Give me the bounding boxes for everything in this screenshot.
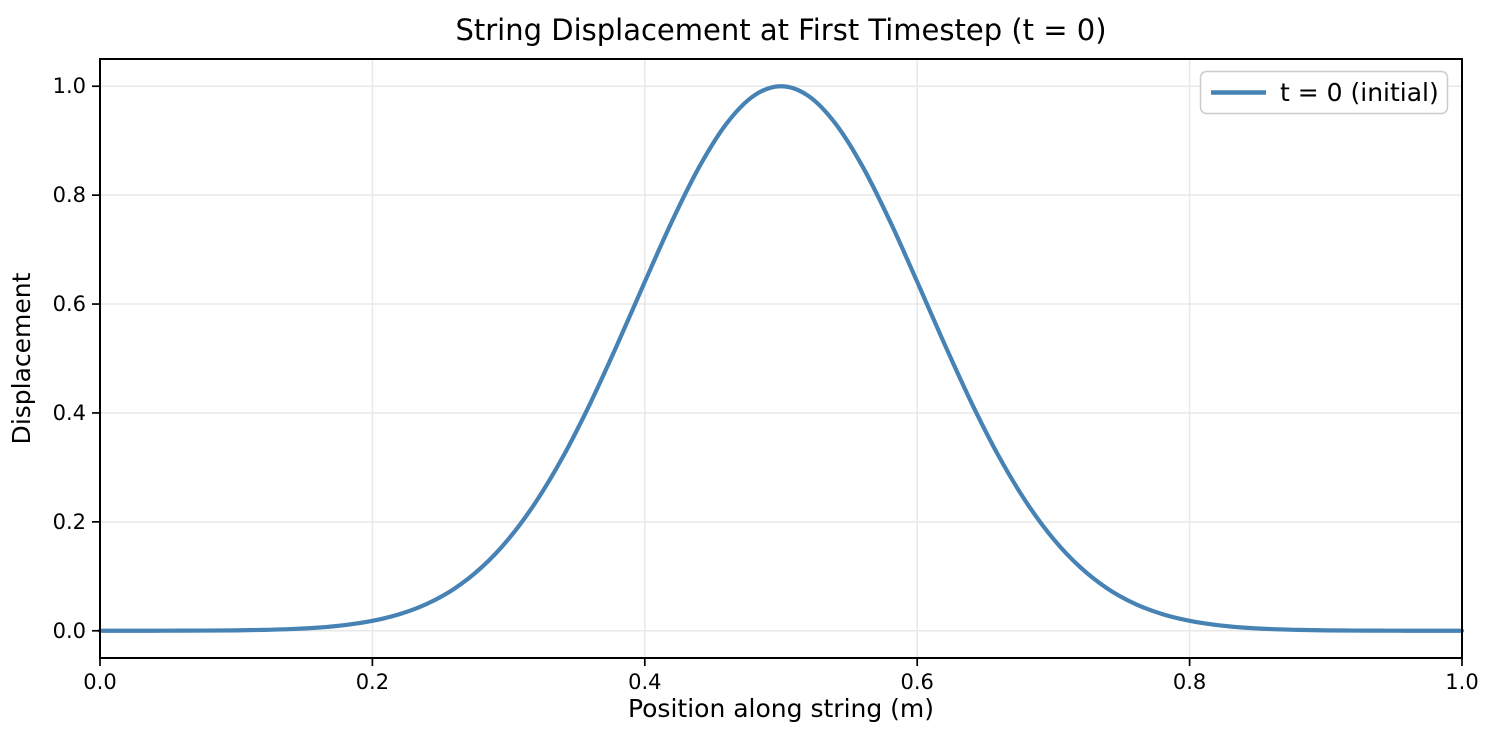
legend-box: [1199, 70, 1449, 115]
legend-label: t = 0 (initial): [1280, 78, 1439, 107]
y-tick-label: 0.8: [53, 183, 86, 207]
x-tick-label: 0.4: [628, 670, 661, 694]
y-tick-label: 0.2: [53, 510, 86, 534]
x-tick-label: 0.2: [356, 670, 389, 694]
y-tick-label: 0.0: [53, 619, 86, 643]
y-tick-label: 0.6: [53, 292, 86, 316]
grid-lines: [99, 59, 1463, 658]
x-tick-label: 0.0: [83, 670, 116, 694]
axis-ticks: 0.0 0.2 0.4 0.6 0.8 1.0 0.0 0.2 0.4 0.6 0.8 1.0: [53, 74, 1479, 694]
y-tick-label: 1.0: [53, 74, 86, 98]
curve-line: [97, 84, 1465, 633]
y-tick-label: 0.4: [53, 401, 86, 425]
x-axis-label: Position along string (m): [628, 694, 934, 723]
x-tick-label: 0.6: [900, 670, 933, 694]
legend: t = 0 (initial): [1199, 70, 1449, 115]
x-tick-label: 0.8: [1173, 670, 1206, 694]
y-axis-label: Displacement: [7, 272, 36, 444]
plot-frame: [99, 58, 1463, 659]
plot-title: String Displacement at First Timestep (t…: [455, 13, 1106, 47]
x-tick-label: 1.0: [1445, 670, 1478, 694]
